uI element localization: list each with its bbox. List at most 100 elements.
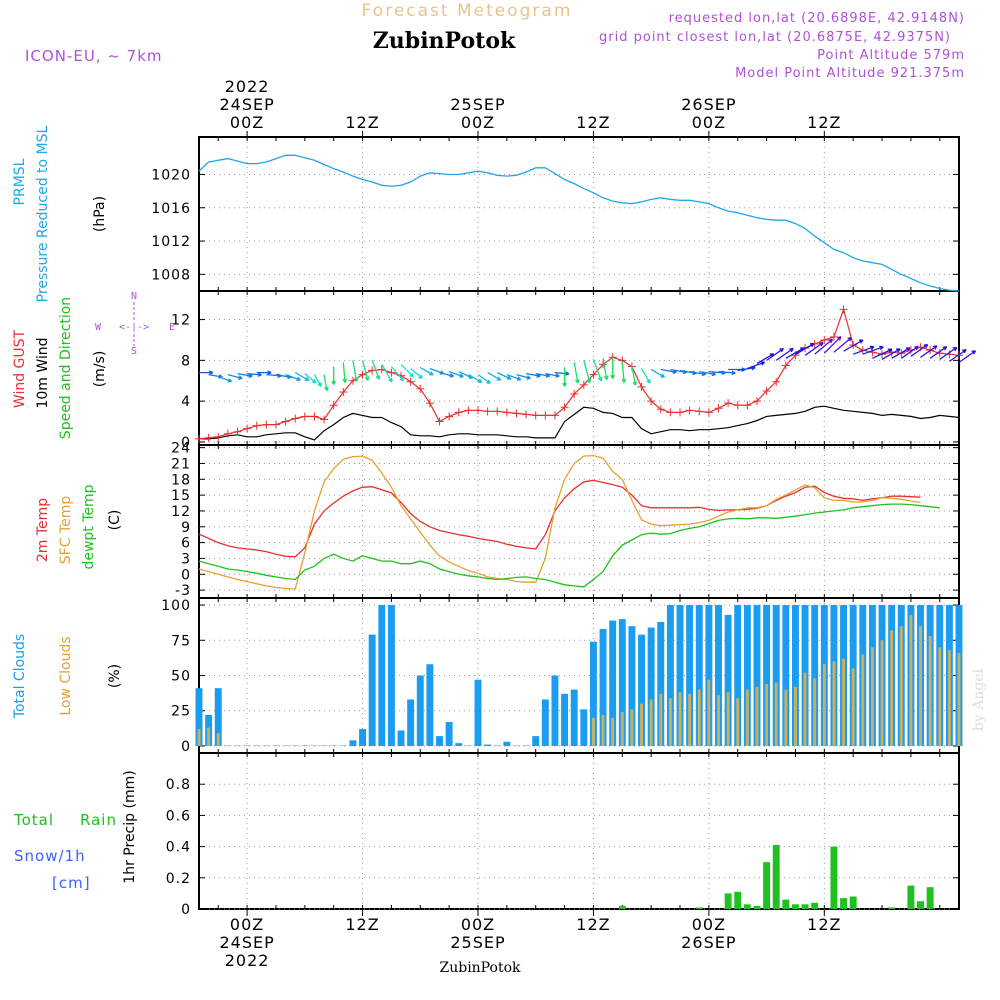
total-cloud-bar	[551, 675, 559, 746]
wind-direction-arrow	[843, 339, 864, 352]
wind-direction-arrow	[352, 360, 359, 382]
low-cloud-bar	[938, 647, 942, 746]
y-tick-label: 9	[181, 520, 191, 536]
total-cloud-bar	[570, 689, 578, 746]
y-tick-label: 18	[171, 472, 191, 488]
total-cloud-bar	[513, 744, 520, 746]
wind-gust-label: Wind GUST	[12, 329, 28, 408]
wind-direction-arrow	[342, 362, 348, 383]
wind-gust-marker	[445, 412, 454, 421]
bottom-time-label: 12Z	[576, 915, 610, 934]
wind-direction-arrow	[833, 336, 853, 353]
wind-direction-arrow	[448, 370, 464, 378]
y-tick-label: 1012	[151, 234, 191, 250]
model-altitude: Model Point Altitude 921.375m	[735, 66, 965, 81]
wind-gust-marker	[329, 401, 338, 410]
wind-direction-arrow	[256, 370, 272, 375]
rain-bar	[772, 845, 780, 909]
closest-grid-point: grid point closest lon,lat (20.6875E, 42…	[599, 30, 951, 45]
wind-gust-marker	[195, 434, 203, 443]
rain-bar	[782, 899, 790, 909]
total-cloud-bar	[368, 634, 376, 746]
rain-bar	[811, 902, 819, 909]
rain-label: Rain	[80, 811, 117, 829]
y-tick-label: 12	[171, 313, 191, 329]
total-cloud-bar	[445, 722, 453, 746]
y-tick-label: 100	[161, 598, 191, 614]
wind-gust-line	[198, 307, 960, 440]
low-cloud-bar	[947, 650, 951, 746]
total-cloud-bar	[734, 605, 742, 746]
wind-gust-marker	[406, 377, 415, 386]
t2m-line	[198, 479, 921, 558]
wind-direction-arrow	[602, 358, 609, 381]
wind-direction-arrow	[294, 372, 310, 382]
wind-gust-marker	[589, 370, 598, 379]
low-cloud-bar	[957, 652, 961, 746]
wind-direction-arrow	[516, 373, 531, 380]
wind-gust-marker	[637, 382, 646, 391]
wind-gust-marker	[541, 411, 550, 420]
y-tick-label: 8	[181, 353, 191, 369]
wind-direction-arrow	[640, 368, 651, 384]
low-cloud-bar	[822, 664, 826, 746]
station-name: ZubinPotok	[373, 28, 516, 54]
top-time-label: 12Z	[345, 113, 379, 132]
total-cloud-bar	[589, 641, 597, 746]
low-cloud-bar	[928, 636, 932, 746]
wind-direction-arrow	[881, 348, 901, 360]
bottom-time-label: 00Z	[230, 915, 264, 934]
wind-gust-marker	[829, 332, 838, 341]
wind-direction-arrow	[313, 374, 322, 387]
pressure-line	[198, 154, 960, 292]
wind-gust-marker	[320, 415, 329, 424]
total-cloud-bar	[426, 664, 434, 746]
low-cloud-bar	[803, 672, 807, 746]
wind-direction-arrow	[506, 373, 522, 381]
rain-bar	[734, 891, 742, 909]
wind-direction-arrow	[852, 345, 875, 355]
wind-direction-arrow	[718, 370, 736, 376]
pressure-label-2: Pressure Reduced to MSL	[35, 125, 51, 302]
low-cloud-bar	[707, 679, 711, 746]
y-tick-label: 0	[181, 435, 191, 451]
wind-gust-marker	[262, 420, 271, 429]
wind-gust-marker	[233, 427, 242, 436]
top-time-label: 00Z	[461, 113, 495, 132]
rain-bar	[917, 901, 924, 909]
total-cloud-bar	[301, 744, 309, 746]
precip-axis-label: 1hr Precip (mm)	[122, 770, 138, 883]
low-cloud-bar	[774, 682, 778, 746]
rain-bar	[724, 893, 732, 909]
total-cloud-bar	[407, 699, 415, 746]
snow-label: Snow/1h	[14, 847, 86, 865]
total-cloud-bar	[657, 621, 665, 746]
wind-gust-marker	[570, 390, 579, 399]
y-tick-label: -3	[175, 583, 191, 599]
t2m-label: 2m Temp	[35, 498, 51, 562]
wind-direction-arrow	[795, 342, 815, 355]
wind-gust-marker	[772, 377, 781, 386]
rain-bar	[791, 904, 799, 909]
top-time-label: 12Z	[807, 113, 841, 132]
total-cloud-bar	[330, 744, 338, 746]
y-tick-label: 50	[171, 669, 191, 685]
total-cloud-bar	[464, 744, 472, 746]
total-cloud-bar	[522, 744, 530, 746]
wind-direction-arrow	[199, 370, 214, 375]
compass-south: S	[131, 346, 137, 357]
total-cloud-bar	[243, 744, 251, 746]
wind-gust-marker	[464, 406, 473, 415]
wind-gust-marker	[214, 432, 223, 441]
low-cloud-bar	[899, 626, 903, 746]
total-cloud-bar	[310, 744, 318, 746]
y-tick-label: 0	[181, 902, 191, 918]
wind-direction-arrow	[227, 373, 243, 380]
wind-gust-marker	[358, 370, 367, 379]
wind-direction-label: Speed and Direction	[58, 297, 74, 439]
total-cloud-bar	[638, 634, 645, 746]
sfc-temp-label: SFC Temp	[58, 496, 74, 565]
wind-gust-marker	[204, 433, 213, 442]
wind-direction-arrow	[766, 347, 784, 361]
